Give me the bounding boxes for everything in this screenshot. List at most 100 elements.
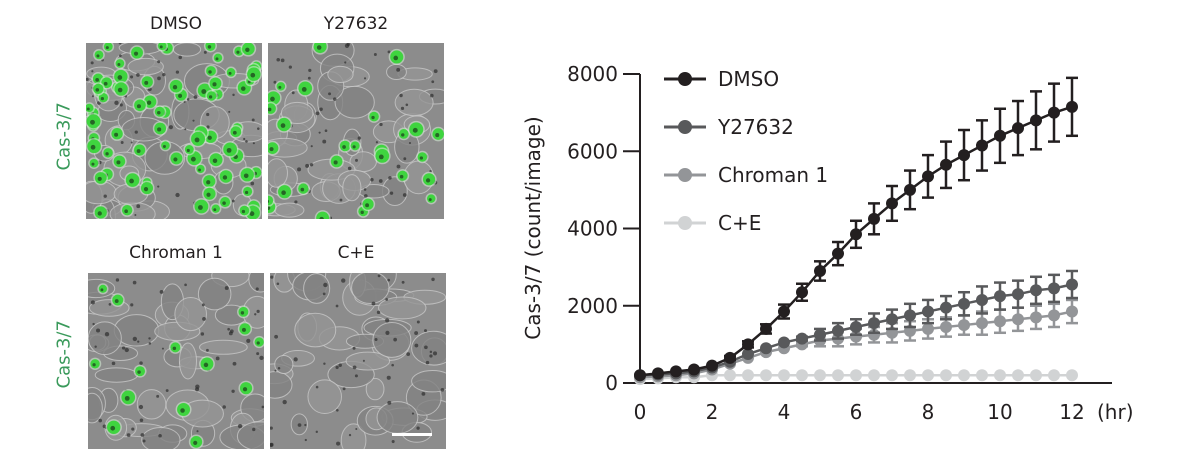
panel-title-chroman1: Chroman 1 (129, 243, 223, 263)
legend-item: DMSO (664, 67, 779, 91)
data-point (976, 317, 988, 330)
data-point (1012, 313, 1024, 326)
legend-item: Chroman 1 (664, 163, 828, 187)
data-point (814, 264, 826, 277)
x-tick-label: 6 (850, 400, 863, 424)
data-point (976, 293, 988, 306)
data-point (958, 149, 970, 162)
data-point (832, 247, 844, 260)
scale-bar (392, 433, 432, 436)
data-point (922, 170, 934, 183)
data-point (850, 228, 862, 241)
data-point (904, 369, 916, 382)
panel-title-y27632: Y27632 (323, 14, 389, 34)
data-point (724, 351, 736, 364)
data-point (886, 369, 898, 382)
data-point (886, 197, 898, 210)
x-tick-label: 10 (987, 400, 1012, 424)
data-point (796, 369, 808, 382)
data-point (1012, 288, 1024, 301)
data-point (850, 369, 862, 382)
x-tick-label: 8 (922, 400, 935, 424)
x-tick-label: 0 (634, 400, 647, 424)
data-point (1030, 114, 1042, 127)
data-point (1048, 106, 1060, 119)
x-axis-unit-label: (hr) (1097, 400, 1134, 424)
data-point (814, 369, 826, 382)
data-point (1030, 311, 1042, 324)
data-point (904, 309, 916, 322)
data-point (1048, 309, 1060, 322)
y-tick-label: 6000 (567, 139, 618, 163)
svg-text:DMSO: DMSO (718, 67, 779, 91)
svg-text:Y27632: Y27632 (717, 115, 794, 139)
data-point (940, 369, 952, 382)
data-point (760, 322, 772, 335)
data-point (976, 369, 988, 382)
data-point (868, 369, 880, 382)
legend-item: Y27632 (664, 115, 794, 139)
data-point (994, 369, 1006, 382)
data-point (796, 332, 808, 345)
panel-title-ce: C+E (337, 243, 375, 263)
data-point (940, 320, 952, 333)
svg-text:C+E: C+E (718, 211, 761, 235)
data-point (922, 322, 934, 335)
data-point (886, 313, 898, 326)
y-axis-label: Cas-3/7 (count/image) (521, 116, 545, 339)
data-point (994, 315, 1006, 328)
data-point (1066, 100, 1078, 113)
data-point (1030, 284, 1042, 297)
chart-series (634, 76, 1078, 386)
data-point (742, 348, 754, 361)
y-tick-label: 0 (605, 371, 618, 395)
x-tick-label: 2 (706, 400, 719, 424)
data-point (742, 369, 754, 382)
data-point (958, 369, 970, 382)
data-point (796, 286, 808, 299)
data-point (1030, 369, 1042, 382)
data-point (922, 369, 934, 382)
svg-text:Chroman 1: Chroman 1 (718, 163, 828, 187)
micrograph-dmso (86, 43, 262, 219)
data-point (760, 342, 772, 355)
data-point (778, 336, 790, 349)
data-point (760, 369, 772, 382)
data-point (922, 305, 934, 318)
data-point (958, 319, 970, 332)
panel-title-dmso: DMSO (150, 14, 202, 34)
data-point (1066, 305, 1078, 318)
data-point (904, 183, 916, 196)
legend-item: C+E (664, 211, 761, 235)
data-point (706, 359, 718, 372)
data-point (1048, 369, 1060, 382)
y-tick-label: 8000 (567, 62, 618, 86)
data-point (940, 158, 952, 171)
micrograph-ce (270, 273, 446, 449)
y-tick-label: 2000 (567, 294, 618, 318)
data-point (1066, 278, 1078, 291)
data-point (832, 324, 844, 337)
data-point (1012, 122, 1024, 135)
data-point (868, 212, 880, 225)
data-point (868, 317, 880, 330)
x-tick-label: 4 (778, 400, 791, 424)
data-point (976, 139, 988, 152)
data-point (1012, 369, 1024, 382)
x-tick-label: 12 (1059, 400, 1084, 424)
data-point (778, 305, 790, 318)
data-point (958, 297, 970, 310)
data-point (1066, 369, 1078, 382)
data-point (940, 301, 952, 314)
data-point (832, 369, 844, 382)
micrograph-y27632 (268, 43, 444, 219)
data-point (688, 363, 700, 376)
data-point (724, 369, 736, 382)
data-point (778, 369, 790, 382)
data-point (994, 290, 1006, 303)
data-point (850, 320, 862, 333)
data-point (742, 338, 754, 351)
y-tick-label: 4000 (567, 217, 618, 241)
data-point (634, 369, 646, 382)
